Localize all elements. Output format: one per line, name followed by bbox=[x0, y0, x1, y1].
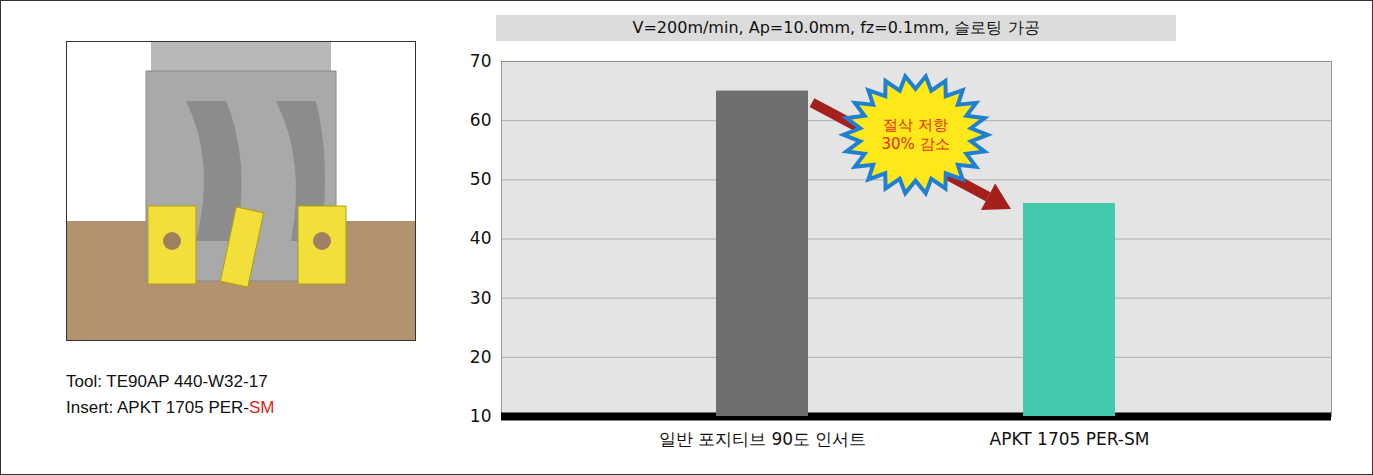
html-text:V=200m/min, Ap=10.0mm, fz=0.1m: V=200m/min, Ap=10.0mm, fz=0.1mm, 슬로팅 가공 bbox=[632, 18, 1040, 37]
html-text:Tool: TE90AP 440-W32-17: Tool: TE90AP 440-W32-17 bbox=[66, 372, 268, 391]
svg-text:절삭 저항30% 감소: 절삭 저항30% 감소 bbox=[881, 116, 949, 153]
svg-text:30: 30 bbox=[470, 288, 492, 308]
svg-text:50: 50 bbox=[470, 169, 492, 189]
svg-text:40: 40 bbox=[470, 228, 492, 248]
svg-text:APKT 1705 PER-SM: APKT 1705 PER-SM bbox=[990, 429, 1150, 449]
svg-text:일반 포지티브 90도 인서트: 일반 포지티브 90도 인서트 bbox=[659, 429, 867, 449]
svg-text:10: 10 bbox=[470, 406, 492, 426]
svg-text:60: 60 bbox=[470, 110, 492, 130]
html-text:Insert: APKT 1705 PER- SM: Insert: APKT 1705 PER- SM bbox=[66, 398, 275, 417]
svg-text:70: 70 bbox=[470, 51, 492, 71]
svg-text:20: 20 bbox=[470, 347, 492, 367]
